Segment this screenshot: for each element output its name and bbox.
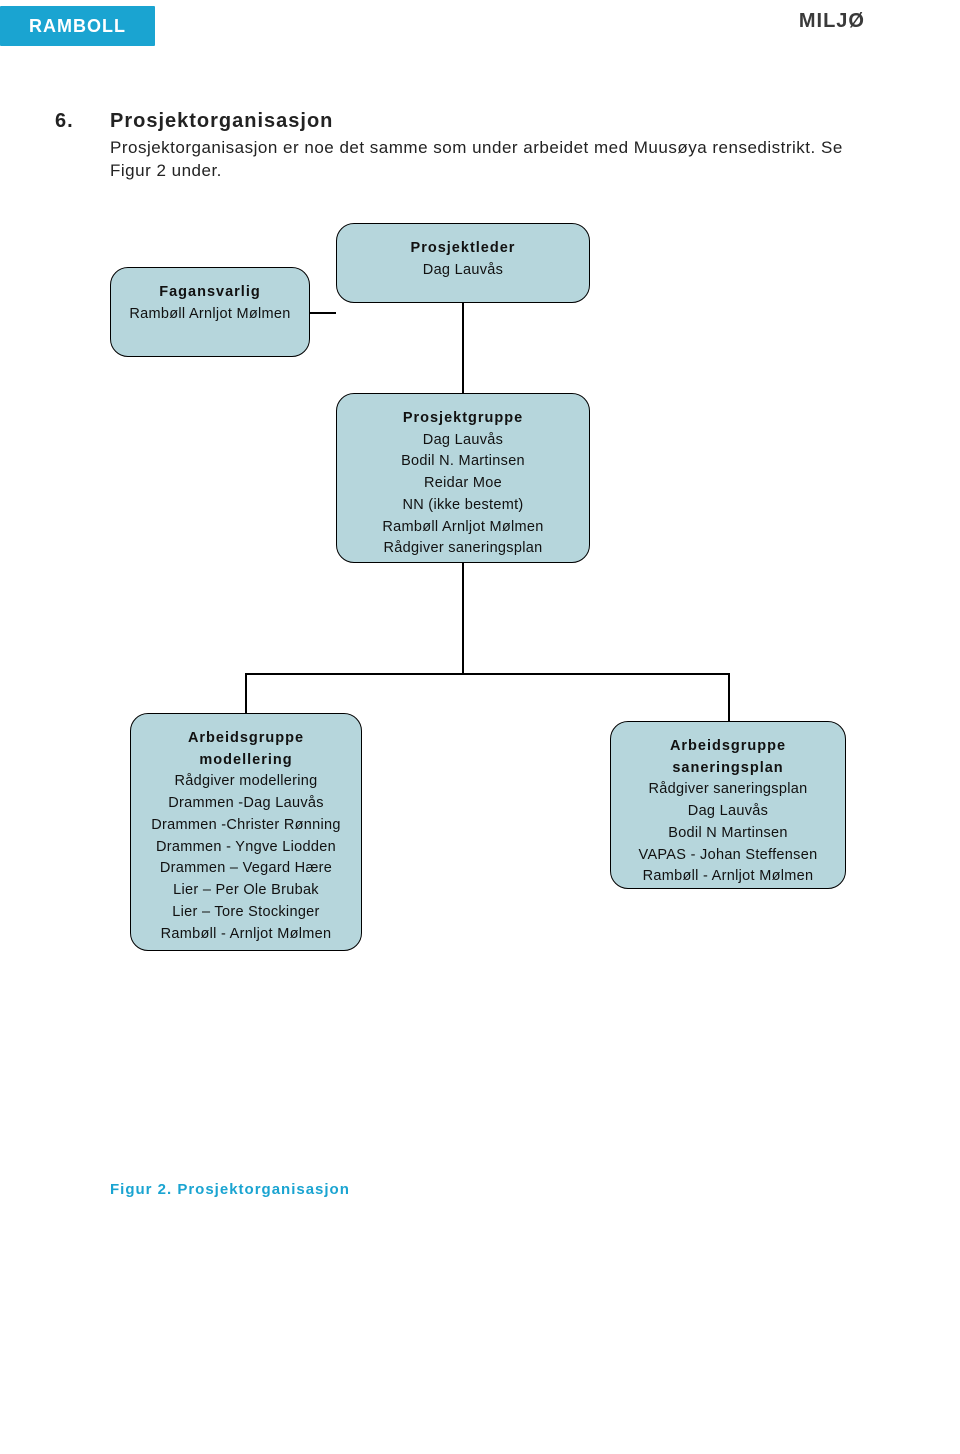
- node-line: Drammen – Vegard Hære: [141, 858, 351, 880]
- section-number: 6.: [55, 110, 74, 133]
- node-line: Drammen -Dag Lauvås: [141, 793, 351, 815]
- node-arbeidsgruppe-modellering: Arbeidsgruppe modellering Rådgiver model…: [130, 713, 362, 951]
- intro-line-1: Prosjektorganisasjon er noe det samme so…: [110, 138, 843, 157]
- node-title: Prosjektleder: [411, 240, 516, 256]
- node-title: Arbeidsgruppe: [670, 738, 786, 754]
- node-line: Rambøll Arnljot Mølmen: [347, 517, 579, 539]
- figure-caption: Figur 2. Prosjektorganisasjon: [110, 1181, 870, 1198]
- node-line: Bodil N. Martinsen: [347, 451, 579, 473]
- node-line: Reidar Moe: [347, 473, 579, 495]
- node-prosjektleder: Prosjektleder Dag Lauvås: [336, 223, 590, 303]
- node-arbeidsgruppe-saneringsplan: Arbeidsgruppe saneringsplan Rådgiver san…: [610, 721, 846, 889]
- node-title: Fagansvarlig: [159, 284, 260, 300]
- node-line: Rambøll Arnljot Mølmen: [121, 304, 299, 326]
- connector: [462, 563, 464, 673]
- node-title: Arbeidsgruppe: [188, 730, 304, 746]
- page-header: RAMBOLL MILJØ: [0, 0, 960, 60]
- node-line: NN (ikke bestemt): [347, 495, 579, 517]
- node-line: Dag Lauvås: [621, 801, 835, 823]
- intro-text: Prosjektorganisasjon er noe det samme so…: [110, 137, 870, 183]
- intro-line-2: Figur 2 under.: [110, 161, 222, 180]
- node-line: Rambøll - Arnljot Mølmen: [141, 924, 351, 946]
- node-line: VAPAS - Johan Steffensen: [621, 845, 835, 867]
- node-line: Lier – Per Ole Brubak: [141, 880, 351, 902]
- connector: [310, 312, 336, 314]
- page-content: 6. Prosjektorganisasjon Prosjektorganisa…: [0, 60, 960, 1198]
- node-title2: modellering: [141, 750, 351, 772]
- org-chart: Prosjektleder Dag Lauvås Fagansvarlig Ra…: [110, 223, 870, 1163]
- node-fagansvarlig: Fagansvarlig Rambøll Arnljot Mølmen: [110, 267, 310, 357]
- node-line: Drammen -Christer Rønning: [141, 815, 351, 837]
- ramboll-logo: RAMBOLL: [0, 6, 155, 46]
- connector: [245, 673, 730, 675]
- node-title2: saneringsplan: [621, 758, 835, 780]
- node-line: Dag Lauvås: [347, 260, 579, 282]
- node-prosjektgruppe: Prosjektgruppe Dag Lauvås Bodil N. Marti…: [336, 393, 590, 563]
- header-miljo: MILJØ: [799, 10, 865, 33]
- connector: [728, 673, 730, 721]
- section-title: Prosjektorganisasjon: [110, 110, 870, 133]
- node-line: Rådgiver saneringsplan: [621, 779, 835, 801]
- node-line: Drammen - Yngve Liodden: [141, 837, 351, 859]
- node-title: Prosjektgruppe: [403, 410, 523, 426]
- node-line: Rådgiver modellering: [141, 771, 351, 793]
- node-line: Lier – Tore Stockinger: [141, 902, 351, 924]
- node-line: Dag Lauvås: [347, 430, 579, 452]
- node-line: Bodil N Martinsen: [621, 823, 835, 845]
- node-line: Rambøll - Arnljot Mølmen: [621, 866, 835, 888]
- node-line: Rådgiver saneringsplan: [347, 538, 579, 560]
- connector: [462, 303, 464, 393]
- connector: [245, 673, 247, 713]
